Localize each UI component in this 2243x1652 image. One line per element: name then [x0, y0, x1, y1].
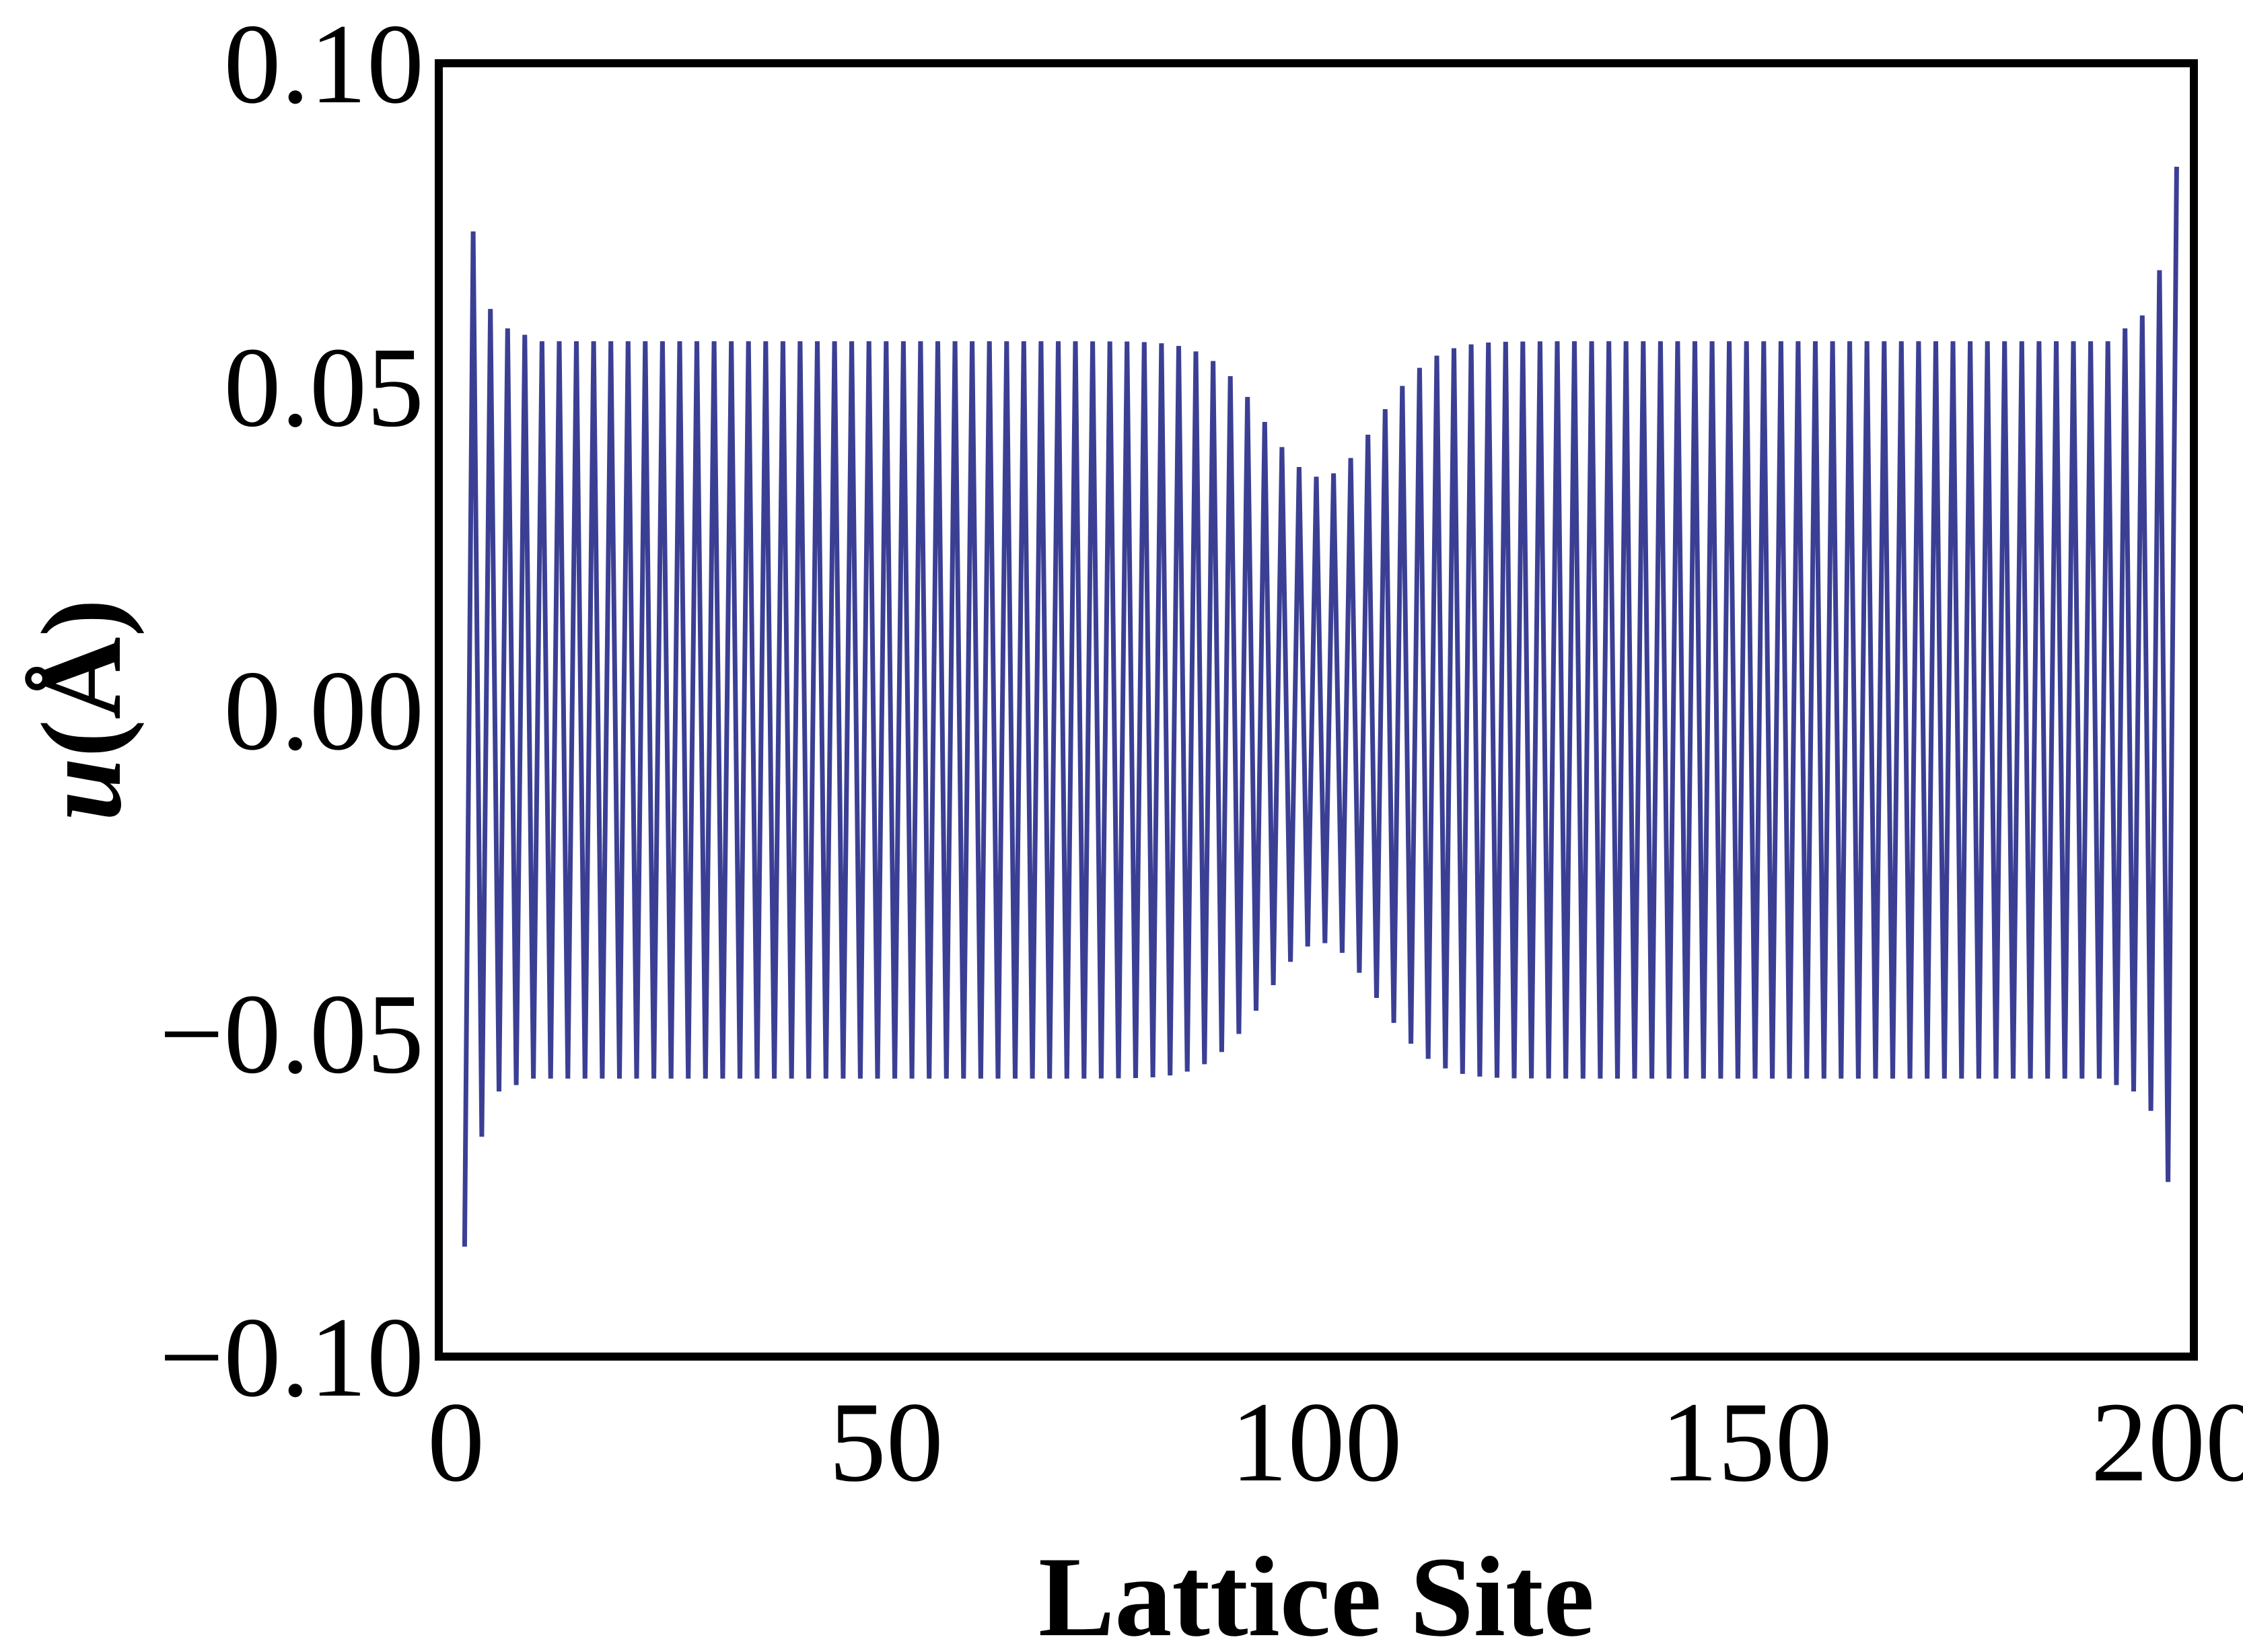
x-axis-title: Lattice Site — [1038, 1534, 1594, 1652]
y-axis-unit: (Å) — [18, 599, 145, 758]
y-tick-label: 0.00 — [224, 647, 425, 774]
y-tick-label: 0.10 — [224, 1, 425, 127]
y-axis-variable: u — [18, 758, 145, 822]
x-tick-label: 0 — [427, 1379, 485, 1505]
y-tick-label: −0.05 — [159, 971, 424, 1098]
displacement-series-line — [462, 166, 2179, 1247]
plot-frame — [435, 59, 2198, 1361]
x-tick-label: 150 — [1661, 1379, 1832, 1505]
x-tick-label: 100 — [1231, 1379, 1402, 1505]
y-tick-label: −0.10 — [159, 1294, 424, 1421]
series-layer — [462, 166, 2179, 1247]
y-axis-title: u(Å) — [18, 599, 145, 822]
y-tick-labels: −0.10 −0.05 0.00 0.05 0.10 — [159, 1, 424, 1421]
x-tick-label: 200 — [2091, 1379, 2243, 1505]
x-tick-label: 50 — [829, 1379, 944, 1505]
x-tick-labels: 0 50 100 150 200 — [427, 1379, 2243, 1505]
y-tick-label: 0.05 — [224, 324, 425, 451]
